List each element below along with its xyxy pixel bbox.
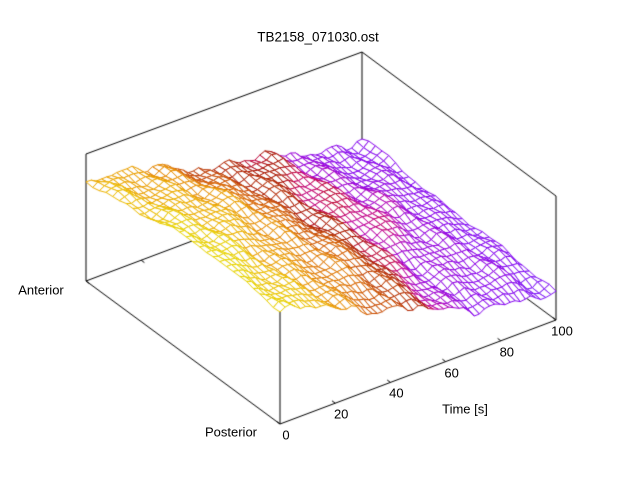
- x-tick-label: 60: [444, 365, 459, 381]
- chart-title: TB2158_071030.ost: [257, 29, 379, 45]
- time-axis-label: Time [s]: [442, 401, 488, 417]
- x-tick-label: 40: [389, 385, 404, 401]
- anterior-axis-label: Anterior: [18, 282, 64, 298]
- x-tick-label: 80: [499, 344, 515, 360]
- posterior-axis-label: Posterior: [204, 424, 258, 440]
- x-tick-label: 0: [282, 427, 290, 443]
- x-tick-label: 20: [333, 406, 349, 422]
- x-tick-label: 100: [551, 323, 573, 339]
